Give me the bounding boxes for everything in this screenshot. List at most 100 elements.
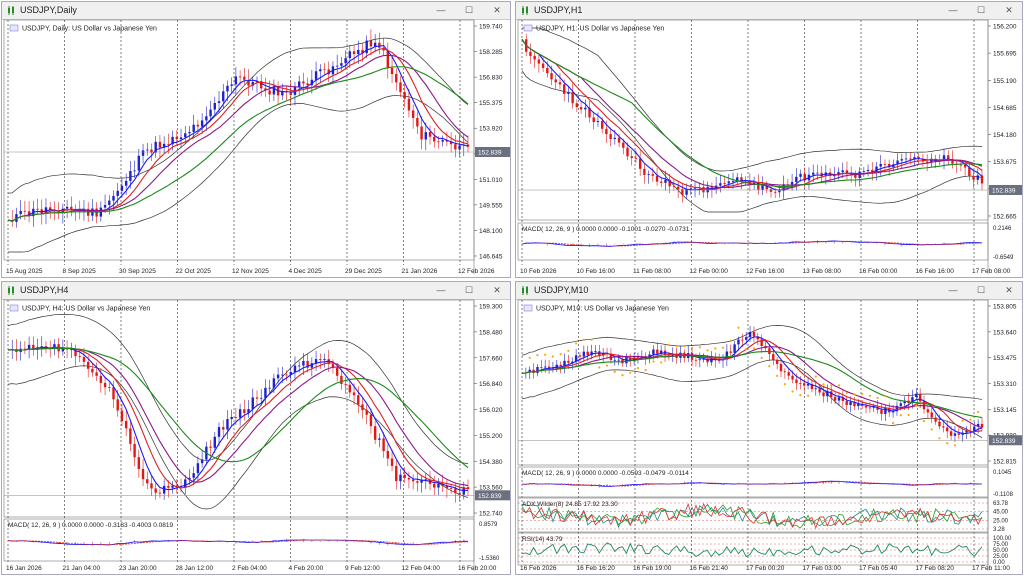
candle-body	[344, 58, 347, 64]
maximize-button[interactable]: ☐	[464, 285, 474, 295]
parabolic-sar-dot	[899, 414, 902, 417]
candle-body	[617, 359, 620, 361]
chart-window-daily[interactable]: USDJPY,Daily — ☐ ✕ 15 Aug 2025 8 Sep 2025…	[1, 1, 511, 278]
candle-body	[868, 407, 872, 409]
candle-body	[725, 351, 729, 360]
chart-plot-area[interactable]: 16 Feb 2026 16 Feb 16:20 16 Feb 19:00 16 Fe…	[516, 282, 1023, 575]
price-axis-label: 149.555	[479, 202, 503, 209]
candle-body	[82, 357, 86, 362]
candle-body	[841, 397, 845, 401]
price-axis-label: 148.100	[479, 228, 503, 235]
candle-body	[536, 366, 539, 373]
time-axis-label: 17 Feb 08:00	[972, 268, 1011, 275]
candle-body	[779, 363, 783, 372]
candle-body	[799, 173, 802, 177]
candle-body	[403, 474, 406, 478]
candle-body	[133, 443, 136, 458]
candle-body	[541, 63, 545, 68]
candle-body	[390, 458, 394, 466]
window-titlebar[interactable]: USDJPY,Daily — ☐ ✕	[2, 2, 510, 20]
close-button[interactable]: ✕	[1005, 5, 1013, 15]
window-titlebar[interactable]: USDJPY,M10 — ☐ ✕	[516, 282, 1022, 300]
time-axis-label: 12 Feb 16:00	[746, 268, 785, 275]
candle-body	[643, 168, 646, 175]
parabolic-sar-dot	[953, 444, 957, 447]
minimize-button[interactable]: —	[948, 5, 958, 15]
time-axis-label: 16 Jan 2026	[6, 565, 42, 572]
price-axis-label: 153.310	[993, 381, 1017, 388]
parabolic-sar-dot	[961, 419, 964, 422]
candle-body	[605, 128, 608, 135]
candle-body	[895, 405, 899, 412]
candle-body	[335, 367, 339, 376]
candle-body	[833, 175, 836, 177]
candle-body	[386, 50, 390, 68]
candle-body	[775, 359, 779, 364]
chart-window-h1[interactable]: USDJPY,H1 — ☐ ✕ 10 Feb 2026 10 Feb 16:00 1…	[515, 1, 1023, 278]
window-titlebar[interactable]: USDJPY,H4 — ☐ ✕	[2, 282, 510, 300]
minimize-button[interactable]: —	[436, 285, 446, 295]
parabolic-sar-dot	[837, 384, 841, 387]
minimize-button[interactable]: —	[948, 285, 958, 295]
parabolic-sar-dot	[613, 370, 616, 373]
legend-icon	[523, 24, 533, 32]
legend-icon	[9, 304, 19, 312]
candle-body	[137, 155, 141, 171]
candle-body	[449, 488, 453, 489]
time-axis-label: 10 Feb 16:00	[577, 268, 616, 275]
window-titlebar[interactable]: USDJPY,H1 — ☐ ✕	[516, 2, 1022, 20]
candle-body	[310, 79, 314, 86]
candle-body	[352, 392, 356, 396]
close-button[interactable]: ✕	[493, 5, 501, 15]
indicator-scale-label: 63.78	[993, 501, 1009, 507]
bollinger-upper	[7, 37, 469, 194]
parabolic-sar-dot	[977, 410, 980, 414]
close-button[interactable]: ✕	[1005, 285, 1013, 295]
candle-body	[188, 477, 191, 480]
candle-body	[27, 344, 31, 350]
candle-body	[875, 166, 878, 172]
candle-body	[698, 359, 702, 361]
candle-body	[188, 131, 191, 134]
candle-body	[710, 187, 714, 190]
time-axis-label: 2 Feb 04:00	[232, 565, 267, 572]
parabolic-sar-dot	[814, 375, 817, 378]
parabolic-sar-dot	[884, 394, 887, 398]
candle-body	[306, 360, 309, 368]
chart-window-m10[interactable]: USDJPY,M10 — ☐ ✕ 16 Feb 2026 16 Feb 16:20…	[515, 281, 1023, 575]
close-button[interactable]: ✕	[493, 285, 501, 295]
chart-window-h4[interactable]: USDJPY,H4 — ☐ ✕ 16 Jan 2026 21 Jan 04:00 2…	[1, 281, 511, 575]
maximize-button[interactable]: ☐	[976, 285, 986, 295]
candle-body	[357, 395, 360, 405]
candle-body	[879, 163, 882, 167]
chart-plot-area[interactable]: 15 Aug 2025 8 Sep 2025 30 Sep 2025 22 Oct 2…	[2, 2, 511, 278]
candle-body	[407, 477, 411, 480]
time-axis-label: 10 Feb 2026	[520, 268, 557, 275]
candle-body	[399, 474, 402, 482]
chart-plot-area[interactable]: 10 Feb 2026 10 Feb 16:00 11 Feb 08:00 12 Fe…	[516, 2, 1023, 278]
chart-plot-area[interactable]: 16 Jan 2026 21 Jan 04:00 23 Jan 20:00 28 Ja…	[2, 282, 511, 575]
candle-body	[234, 416, 238, 418]
candle-body	[243, 409, 246, 414]
parabolic-sar-dot	[907, 413, 910, 417]
price-axis-label: 158.285	[479, 49, 503, 56]
candle-body	[953, 433, 957, 436]
candle-body	[378, 42, 381, 48]
candle-body	[32, 344, 35, 350]
macd-line	[521, 480, 983, 487]
ma-mid	[521, 339, 983, 433]
maximize-button[interactable]: ☐	[976, 5, 986, 15]
candle-body	[787, 372, 790, 376]
parabolic-sar-dot	[969, 418, 972, 421]
parabolic-sar-dot	[660, 361, 663, 364]
maximize-button[interactable]: ☐	[464, 5, 474, 15]
minimize-button[interactable]: —	[436, 5, 446, 15]
candle-body	[899, 403, 903, 406]
ma-slow	[521, 346, 983, 429]
time-axis-label: 9 Feb 12:00	[345, 565, 380, 572]
indicator-scale-label: 50.00	[993, 548, 1009, 554]
indicator-scale-label: -0.1108	[993, 492, 1014, 498]
candle-body	[124, 421, 128, 429]
candle-body	[980, 175, 984, 184]
candle-body	[871, 169, 874, 172]
